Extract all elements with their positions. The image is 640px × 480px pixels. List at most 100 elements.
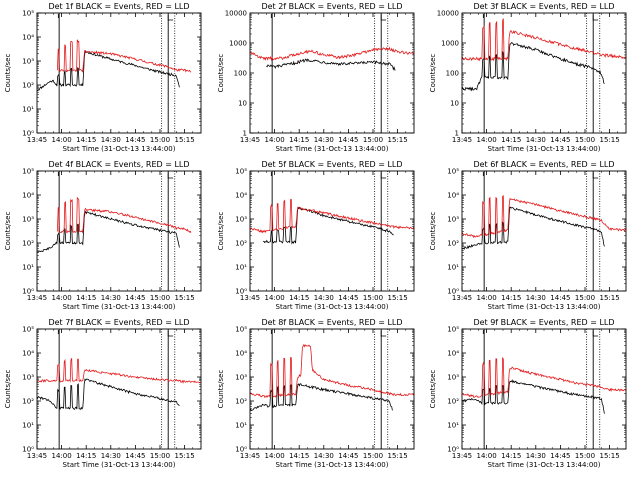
x-tick-label: 14:30 [101,294,121,302]
series-lld-line [249,198,415,234]
x-tick-label: 13:45 [240,136,260,144]
series-events-line [36,50,180,92]
x-tick-label: 14:30 [526,136,546,144]
plot-frame [249,12,415,134]
y-tick-label: 10⁴ [22,34,34,42]
chart-title: Det 3f BLACK = Events, RED = LLD [473,2,614,11]
x-tick-label: 14:30 [314,136,334,144]
x-tick-label: 13:45 [27,452,47,460]
plot-frame [461,328,627,450]
x-axis-label: Start Time (31-Oct-13 13:44:00) [276,461,389,469]
chart-panel-8: Det 8f BLACK = Events, RED = LLD Counts/s… [217,318,415,469]
y-tick-label: 10³ [22,216,34,224]
x-tick-label: 14:30 [101,452,121,460]
x-tick-label: 14:00 [477,452,497,460]
y-tick-label: 10⁰ [22,130,34,138]
y-tick-label: 10⁴ [22,192,34,200]
series-events-line [266,58,396,71]
y-tick-label: 10 [238,100,247,108]
y-tick-label: 10² [235,398,247,406]
y-tick-label: 10² [22,82,34,90]
x-tick-label: 15:15 [388,136,408,144]
series-lld-line [249,46,414,62]
y-tick-label: 10³ [235,374,247,382]
series-lld-line [57,196,192,234]
x-tick-label: 15:00 [150,136,170,144]
y-tick-label: 10⁰ [22,446,34,454]
plot-frame [461,12,627,134]
x-tick-label: 14:45 [338,136,358,144]
x-tick-label: 14:00 [477,136,497,144]
x-tick-label: 15:15 [175,294,195,302]
series-lld-line [249,343,415,399]
x-axis-label: Start Time (31-Oct-13 13:44:00) [488,461,601,469]
y-axis-label: Counts/sec [4,54,12,93]
y-axis-label: Counts/sec [429,212,437,251]
chart-panel-6: Det 6f BLACK = Events, RED = LLD Counts/s… [429,160,627,311]
y-tick-label: 10³ [447,374,459,382]
chart-title: Det 6f BLACK = Events, RED = LLD [473,160,614,169]
x-tick-label: 14:15 [501,294,521,302]
y-tick-label: 10⁵ [22,326,34,334]
x-tick-label: 13:45 [27,294,47,302]
y-tick-label: 10² [22,398,34,406]
x-axis-label: Start Time (31-Oct-13 13:44:00) [63,145,176,153]
x-tick-label: 15:15 [175,452,195,460]
x-tick-label: 14:45 [125,136,145,144]
x-tick-label: 15:00 [150,294,170,302]
chart-panel-5: Det 5f BLACK = Events, RED = LLD Counts/s… [217,160,415,311]
y-tick-label: 10¹ [22,264,34,272]
y-tick-label: 10¹ [22,106,34,114]
y-tick-label: 10³ [447,216,459,224]
x-tick-label: 14:15 [501,136,521,144]
series-events-line [249,383,393,411]
y-tick-label: 100 [234,70,247,78]
y-tick-label: 10⁰ [447,288,459,296]
x-tick-label: 15:15 [600,294,620,302]
y-tick-label: 10⁵ [22,10,34,18]
y-tick-label: 10³ [235,216,247,224]
x-tick-label: 14:45 [550,452,570,460]
x-tick-label: 15:15 [175,136,195,144]
x-tick-label: 14:00 [52,136,72,144]
bracket-mark [380,331,387,337]
bracket-mark [380,173,387,179]
y-tick-label: 1000 [229,40,247,48]
y-tick-label: 10⁰ [447,446,459,454]
y-tick-label: 10⁵ [447,168,459,176]
series-lld-line [36,358,201,384]
x-tick-label: 14:00 [52,294,72,302]
x-tick-label: 14:15 [76,294,96,302]
y-tick-label: 10² [447,398,459,406]
y-tick-label: 10⁴ [22,350,34,358]
y-tick-label: 10⁴ [235,350,247,358]
x-tick-label: 15:00 [363,452,383,460]
x-tick-label: 14:30 [314,294,334,302]
x-tick-label: 14:00 [52,452,72,460]
y-axis-label: Counts/sec [4,212,12,251]
series-lld-line [461,18,627,62]
series-events-line [36,210,180,254]
chart-panel-4: Det 4f BLACK = Events, RED = LLD Counts/s… [4,160,202,311]
x-tick-label: 15:15 [600,452,620,460]
y-tick-label: 10⁴ [447,350,459,358]
y-tick-label: 10⁴ [447,192,459,200]
chart-title: Det 7f BLACK = Events, RED = LLD [48,318,189,327]
x-tick-label: 13:45 [240,294,260,302]
y-tick-label: 10⁵ [447,326,459,334]
y-tick-label: 10² [235,240,247,248]
chart-panel-1: Det 1f BLACK = Events, RED = LLD Counts/s… [4,2,202,153]
plot-frame [461,170,627,292]
bracket-mark [592,173,599,179]
y-tick-label: 10⁰ [235,446,247,454]
x-tick-label: 14:45 [338,294,358,302]
x-tick-label: 14:15 [76,136,96,144]
x-tick-label: 14:00 [265,452,285,460]
x-tick-label: 15:15 [600,136,620,144]
bracket-mark [592,331,599,337]
y-tick-label: 10 [450,100,459,108]
x-axis-label: Start Time (31-Oct-13 13:44:00) [276,145,389,153]
x-tick-label: 15:00 [575,294,595,302]
series-lld-line [461,194,627,239]
